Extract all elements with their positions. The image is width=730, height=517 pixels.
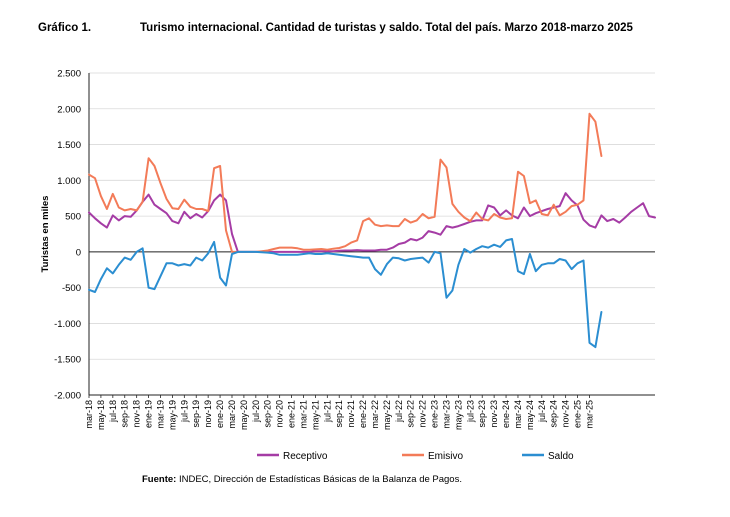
x-tick-label: jul-21 <box>322 400 332 423</box>
x-tick-label: mar-19 <box>155 400 165 429</box>
x-tick-label: ene-20 <box>215 400 225 428</box>
y-tick-label: 1.500 <box>57 140 81 151</box>
source-label: Fuente: <box>142 474 177 485</box>
gridlines <box>89 72 655 396</box>
figure-label: Gráfico 1. <box>38 22 92 34</box>
series-line-receptivo <box>88 192 656 253</box>
x-tick-label: ene-23 <box>430 400 440 428</box>
x-tick-label: nov-23 <box>489 400 499 428</box>
x-tick-label: may-22 <box>382 400 392 430</box>
y-axis: 2.500 2.000 1.500 1.000 500 0 -500 -1.000 -1.500… <box>54 69 90 402</box>
y-tick-label: 1.000 <box>57 176 81 187</box>
x-tick-label: ene-22 <box>358 400 368 428</box>
x-tick-label: jul-20 <box>251 400 261 423</box>
source-text: INDEC, Dirección de Estadísticas Básicas… <box>176 474 462 485</box>
x-tick-label: sep-20 <box>263 400 273 428</box>
x-tick-label: nov-20 <box>275 400 285 428</box>
y-tick-label: 2.000 <box>57 104 81 115</box>
x-tick-label: mar-25 <box>584 400 594 429</box>
x-tick-label: sep-22 <box>406 400 416 428</box>
y-axis-label: Turistas en miles <box>40 196 51 273</box>
x-tick-label: jul-19 <box>179 400 189 423</box>
x-tick-label: mar-20 <box>227 400 237 429</box>
y-tick-label: 2.500 <box>57 69 81 80</box>
y-tick-label: 500 <box>65 212 81 223</box>
x-tick-label: jul-23 <box>465 400 475 423</box>
x-tick-label: sep-18 <box>120 400 130 428</box>
x-tick-label: ene-21 <box>287 400 297 428</box>
series-lines <box>88 112 656 349</box>
legend-item-receptivo: Receptivo <box>257 451 328 462</box>
legend-item-emisivo: Emisivo <box>402 451 463 462</box>
legend-label: Receptivo <box>283 451 328 462</box>
x-tick-label: may-23 <box>453 400 463 430</box>
x-tick-label: mar-21 <box>298 400 308 429</box>
x-tick-label: sep-23 <box>477 400 487 428</box>
x-tick-label: nov-24 <box>561 400 571 428</box>
legend-label: Saldo <box>548 451 574 462</box>
y-tick-label: -1.000 <box>54 319 81 330</box>
x-tick-label: sep-19 <box>191 400 201 428</box>
y-tick-label: 0 <box>76 247 81 258</box>
x-tick-label: nov-18 <box>132 400 142 428</box>
series-line-emisivo <box>88 112 603 253</box>
legend-item-saldo: Saldo <box>522 451 574 462</box>
x-tick-label: may-20 <box>239 400 249 430</box>
source-note: Fuente: INDEC, Dirección de Estadísticas… <box>142 474 462 485</box>
x-tick-label: sep-21 <box>334 400 344 428</box>
x-tick-label: ene-19 <box>144 400 154 428</box>
x-axis: mar-18 may-18 jul-18 sep-18 nov-18 ene-19 mar-… <box>84 394 655 430</box>
x-tick-label: nov-21 <box>346 400 356 428</box>
x-tick-label: ene-24 <box>501 400 511 428</box>
x-tick-label: mar-18 <box>84 400 94 429</box>
x-tick-label: mar-23 <box>441 400 451 429</box>
x-tick-label: nov-22 <box>418 400 428 428</box>
x-tick-label: mar-22 <box>370 400 380 429</box>
x-tick-label: may-24 <box>525 400 535 430</box>
x-tick-label: jul-24 <box>537 400 547 423</box>
y-tick-label: -2.000 <box>54 391 81 402</box>
x-tick-label: mar-24 <box>513 400 523 429</box>
x-tick-label: ene-25 <box>573 400 583 428</box>
series-line-saldo <box>88 238 603 349</box>
x-tick-label: may-18 <box>96 400 106 430</box>
y-tick-label: -1.500 <box>54 355 81 366</box>
chart-title: Turismo internacional. Cantidad de turis… <box>140 22 633 34</box>
x-tick-label: nov-19 <box>203 400 213 428</box>
legend-label: Emisivo <box>428 451 463 462</box>
x-tick-label: sep-24 <box>549 400 559 428</box>
x-tick-label: jul-18 <box>108 400 118 423</box>
legend: Receptivo Emisivo Saldo <box>257 451 574 462</box>
x-tick-label: jul-22 <box>394 400 404 423</box>
x-tick-label: may-21 <box>310 400 320 430</box>
x-tick-label: may-19 <box>167 400 177 430</box>
y-tick-label: -500 <box>62 283 81 294</box>
